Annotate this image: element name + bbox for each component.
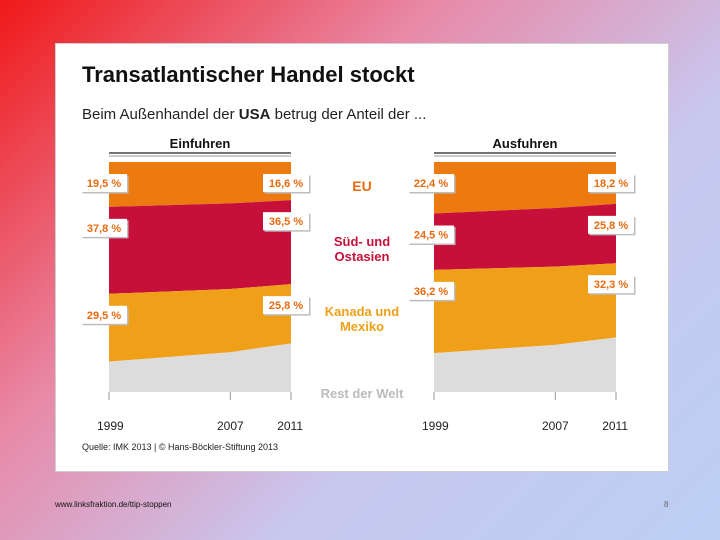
chart-source: Quelle: IMK 2013 | © Hans-Böckler-Stiftu…	[82, 442, 279, 452]
value-label-box	[263, 296, 309, 315]
x-tick-label: 2011	[602, 419, 628, 433]
value-label-box	[263, 174, 309, 192]
value-label-box	[588, 275, 634, 294]
x-tick-label: 2007	[217, 419, 244, 433]
panel-title: Einfuhren	[170, 136, 231, 151]
value-label-box	[408, 225, 454, 244]
chart-subtitle: Beim Außenhandel der USA betrug der Ante…	[82, 106, 426, 123]
area-asia-imports	[109, 200, 291, 294]
value-label: 25,8 %	[594, 220, 628, 232]
value-label: 24,5 %	[414, 230, 448, 242]
region-label-rest: Rest der Welt	[321, 386, 405, 401]
region-label-asia-2: Ostasien	[335, 249, 390, 264]
region-label-canmex-2: Mexiko	[340, 319, 384, 334]
subtitle-bold: USA	[238, 106, 271, 123]
area-canada-mexico-imports	[109, 284, 291, 362]
x-tick-label: 1999	[422, 419, 449, 433]
value-label: 32,3 %	[594, 279, 628, 291]
value-label-box	[263, 212, 309, 231]
subtitle-prefix: Beim Außenhandel der	[82, 106, 239, 123]
subtitle-suffix: betrug der Anteil der ...	[270, 106, 427, 123]
value-label: 29,5 %	[87, 310, 121, 322]
chart-card: Transatlantischer Handel stockt Beim Auß…	[55, 43, 669, 472]
footer-url[interactable]: www.linksfraktion.de/ttip-stoppen	[55, 500, 172, 509]
x-tick-label: 2011	[277, 419, 303, 433]
value-label-box	[81, 174, 127, 192]
value-label: 37,8 %	[87, 223, 121, 235]
value-label: 16,6 %	[269, 178, 303, 190]
value-label: 18,2 %	[594, 178, 628, 190]
value-label-box	[81, 305, 127, 324]
value-label-box	[588, 174, 634, 192]
x-tick-label: 1999	[97, 419, 124, 433]
region-label-asia-1: Süd- und	[334, 234, 390, 249]
area-rest-imports	[109, 343, 291, 392]
region-label-eu: EU	[352, 178, 371, 194]
area-eu-exports	[434, 162, 616, 214]
region-label-canmex-1: Kanada und	[325, 304, 399, 319]
value-label: 36,5 %	[269, 216, 303, 228]
panel-title: Ausfuhren	[493, 136, 558, 151]
value-label: 19,5 %	[87, 178, 121, 190]
area-asia-exports	[434, 203, 616, 270]
area-canada-mexico-exports	[434, 263, 616, 354]
area-rest-exports	[434, 337, 616, 392]
value-label-box	[81, 218, 127, 237]
value-label-box	[408, 174, 454, 192]
x-tick-label: 2007	[542, 419, 569, 433]
stacked-area-chart: Einfuhren 1999 2007 2011 19,5 % 16,6 % 37,8 % 3…	[81, 136, 636, 433]
page-number: 8	[664, 500, 669, 509]
value-label: 22,4 %	[414, 178, 448, 190]
value-label: 25,8 %	[269, 300, 303, 312]
chart-title: Transatlantischer Handel stockt	[82, 62, 415, 87]
value-label-box	[588, 215, 634, 234]
area-eu-imports	[109, 162, 291, 207]
value-label: 36,2 %	[414, 286, 448, 298]
value-label-box	[408, 281, 454, 300]
